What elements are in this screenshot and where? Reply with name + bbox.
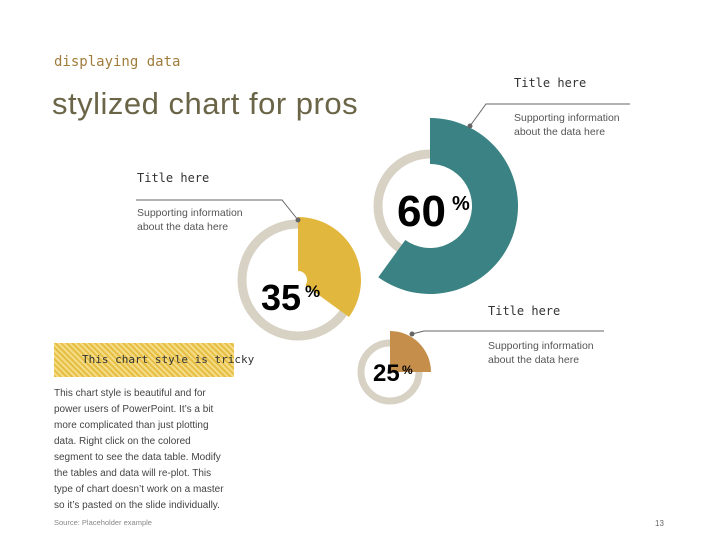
description-line: type of chart doesn’t work on a master [54, 484, 224, 495]
tricky-callout-text: This chart style is tricky [82, 353, 255, 366]
description-line: This chart style is beautiful and for [54, 388, 206, 399]
leader-line-60 [469, 103, 630, 127]
page-number: 13 [655, 519, 664, 528]
leader-dot-35 [295, 217, 301, 223]
description-line: data. Right click on the colored [54, 436, 191, 447]
label-60-percent: % [452, 193, 470, 215]
callout-title-25: Title here [488, 304, 561, 318]
leader-dot-60 [467, 123, 473, 129]
callout-info-25-line1: Supporting information [488, 340, 594, 352]
description-text: This chart style is beautiful and for po… [54, 386, 244, 514]
description-line: more complicated than just plotting [54, 420, 209, 431]
segment-60[interactable] [378, 118, 519, 294]
segment-35[interactable] [298, 217, 361, 318]
description-line: segment to see the data table. Modify [54, 452, 221, 463]
callout-info-60-line2: about the data here [514, 126, 606, 138]
callout-title-60: Title here [514, 76, 587, 90]
label-25-percent: % [402, 363, 413, 377]
source-note: Source: Placeholder example [54, 518, 152, 527]
callout-title-35: Title here [137, 171, 210, 185]
callout-info-25-line2: about the data here [488, 354, 580, 366]
callout-info-35-line1: Supporting information [137, 207, 243, 219]
description-line: so it’s pasted on the slide individually… [54, 500, 220, 511]
section-kicker: displaying data [54, 54, 181, 70]
segment-25[interactable] [390, 331, 431, 372]
leader-line-25 [411, 330, 604, 335]
label-35-percent: % [305, 282, 320, 301]
slide-title: stylized chart for pros [52, 86, 359, 121]
description-line: power users of PowerPoint. It’s a bit [54, 404, 214, 415]
label-25: 25 [373, 360, 400, 387]
leader-dot-25 [409, 331, 415, 337]
leader-line-35 [136, 199, 299, 221]
label-35: 35 [261, 277, 301, 318]
label-60: 60 [397, 187, 446, 236]
description-line: the tables and data will re-plot. This [54, 468, 212, 479]
tricky-callout-box [54, 343, 234, 377]
callout-info-35-line2: about the data here [137, 221, 229, 233]
callout-info-60-line1: Supporting information [514, 112, 620, 124]
